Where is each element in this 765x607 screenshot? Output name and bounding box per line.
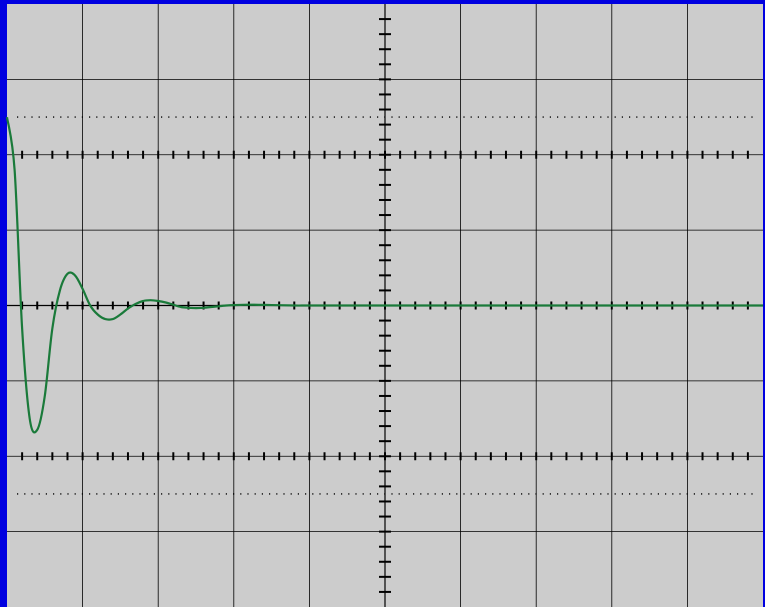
graticule-ticks <box>21 18 749 593</box>
signal-trace-line <box>5 116 763 434</box>
reference-levels <box>17 116 757 495</box>
trace-group <box>5 116 763 434</box>
